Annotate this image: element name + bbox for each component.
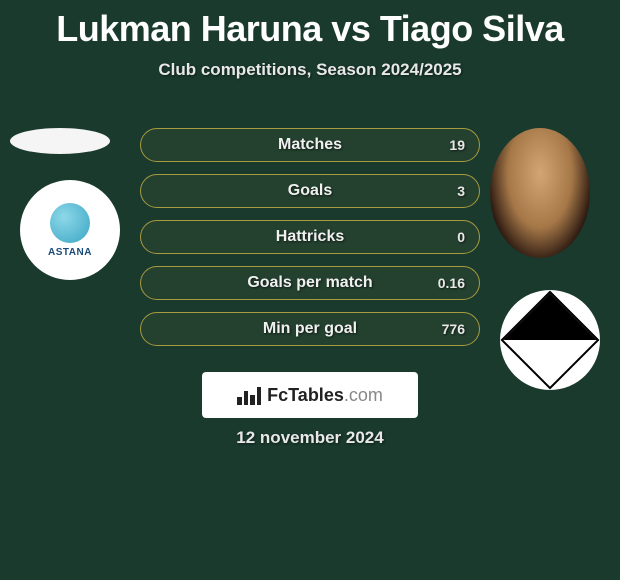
brand-name: FcTables [267, 385, 344, 405]
club-right-shield-icon [501, 291, 600, 390]
stat-right-value: 776 [442, 321, 465, 337]
stats-bars: Matches 19 Goals 3 Hattricks 0 Goals per… [140, 128, 480, 358]
player-right-avatar [490, 128, 590, 258]
brand-badge[interactable]: FcTables.com [202, 372, 418, 418]
stat-row-matches: Matches 19 [140, 128, 480, 162]
club-left-logo: ASTANA [20, 180, 120, 280]
club-left-logo-inner: ASTANA [48, 203, 92, 258]
stat-label: Matches [278, 136, 342, 154]
brand-text: FcTables.com [267, 385, 383, 406]
stat-right-value: 0.16 [438, 275, 465, 291]
club-left-name: ASTANA [48, 247, 92, 258]
page-title: Lukman Haruna vs Tiago Silva [0, 0, 620, 50]
stat-label: Goals [288, 182, 332, 200]
player-left-avatar [10, 128, 110, 154]
stat-label: Min per goal [263, 320, 357, 338]
stat-right-value: 19 [449, 137, 465, 153]
stat-row-min-per-goal: Min per goal 776 [140, 312, 480, 346]
brand-suffix: .com [344, 385, 383, 405]
page-subtitle: Club competitions, Season 2024/2025 [0, 60, 620, 80]
astana-ball-icon [50, 203, 90, 243]
stat-row-hattricks: Hattricks 0 [140, 220, 480, 254]
stat-right-value: 3 [457, 183, 465, 199]
stat-label: Hattricks [276, 228, 344, 246]
club-right-logo [500, 290, 600, 390]
stat-row-goals-per-match: Goals per match 0.16 [140, 266, 480, 300]
stat-right-value: 0 [457, 229, 465, 245]
bar-chart-icon [237, 385, 261, 405]
comparison-panel: ASTANA Matches 19 Goals 3 Hattricks 0 Go [0, 110, 620, 350]
stat-row-goals: Goals 3 [140, 174, 480, 208]
date-label: 12 november 2024 [236, 428, 383, 448]
stat-label: Goals per match [247, 274, 372, 292]
